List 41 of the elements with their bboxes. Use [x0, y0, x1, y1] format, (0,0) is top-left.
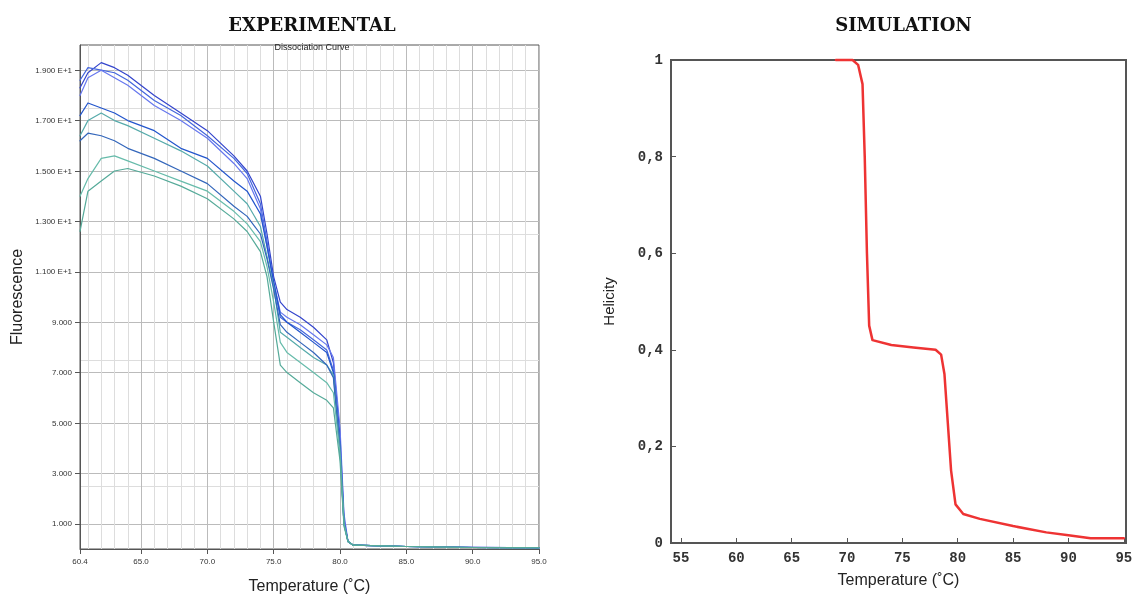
y-axis-title: Helicity: [600, 276, 617, 326]
x-tick-label: 60: [727, 550, 745, 566]
y-tick-label: 7.000: [51, 368, 73, 378]
y-tick-label: 0,6: [637, 245, 663, 262]
y-tick-label: 3.000: [51, 468, 73, 478]
x-tick-label: 70.0: [199, 556, 216, 566]
y-tick-label: 1.700 E+1: [35, 116, 73, 126]
x-tick-label: 85.0: [398, 556, 415, 566]
x-tick-label: 95.0: [531, 556, 548, 566]
y-tick-label: 1.900 E+1: [35, 65, 73, 75]
y-tick-label: 1.000: [51, 519, 73, 529]
x-tick-label: 60.4: [72, 556, 89, 566]
x-tick-label: 95: [1115, 550, 1133, 566]
y-tick-label: 9.000: [51, 317, 73, 327]
x-tick-label: 90.0: [464, 556, 481, 566]
y-tick-label: 1.500 E+1: [35, 166, 73, 176]
y-tick-label: 0,8: [637, 148, 663, 165]
x-tick-label: 80: [949, 550, 967, 566]
y-tick-label: 1: [654, 52, 663, 68]
x-tick-label: 90: [1060, 550, 1077, 566]
y-tick-label: 1.300 E+1: [35, 216, 73, 226]
x-tick-label: 65.0: [133, 556, 150, 566]
chart-title: SIMULATION: [835, 13, 972, 35]
x-tick-label: 75.0: [265, 556, 283, 566]
x-axis-title: Temperature (˚C): [248, 576, 371, 594]
chart-subtitle: Dissociation Curve: [274, 41, 350, 52]
y-tick-label: 0,2: [637, 438, 663, 455]
chart-title: EXPERIMENTAL: [228, 13, 397, 35]
line-series: [834, 58, 1126, 540]
x-tick-label: 70: [838, 550, 856, 566]
x-tick-label: 80.0: [332, 556, 349, 566]
x-tick-label: 85: [1004, 550, 1022, 566]
x-axis-title: Temperature (˚C): [837, 570, 960, 588]
x-tick-label: 55: [672, 550, 690, 566]
y-tick-label: 1.100 E+1: [35, 267, 73, 277]
y-axis-title: Fluorescence: [7, 248, 25, 346]
x-tick-label: 65: [783, 550, 801, 566]
x-tick-label: 75: [893, 550, 911, 566]
y-tick-label: 5.000: [51, 418, 73, 428]
y-tick-label: 0: [654, 535, 663, 551]
y-tick-label: 0,4: [637, 341, 663, 358]
